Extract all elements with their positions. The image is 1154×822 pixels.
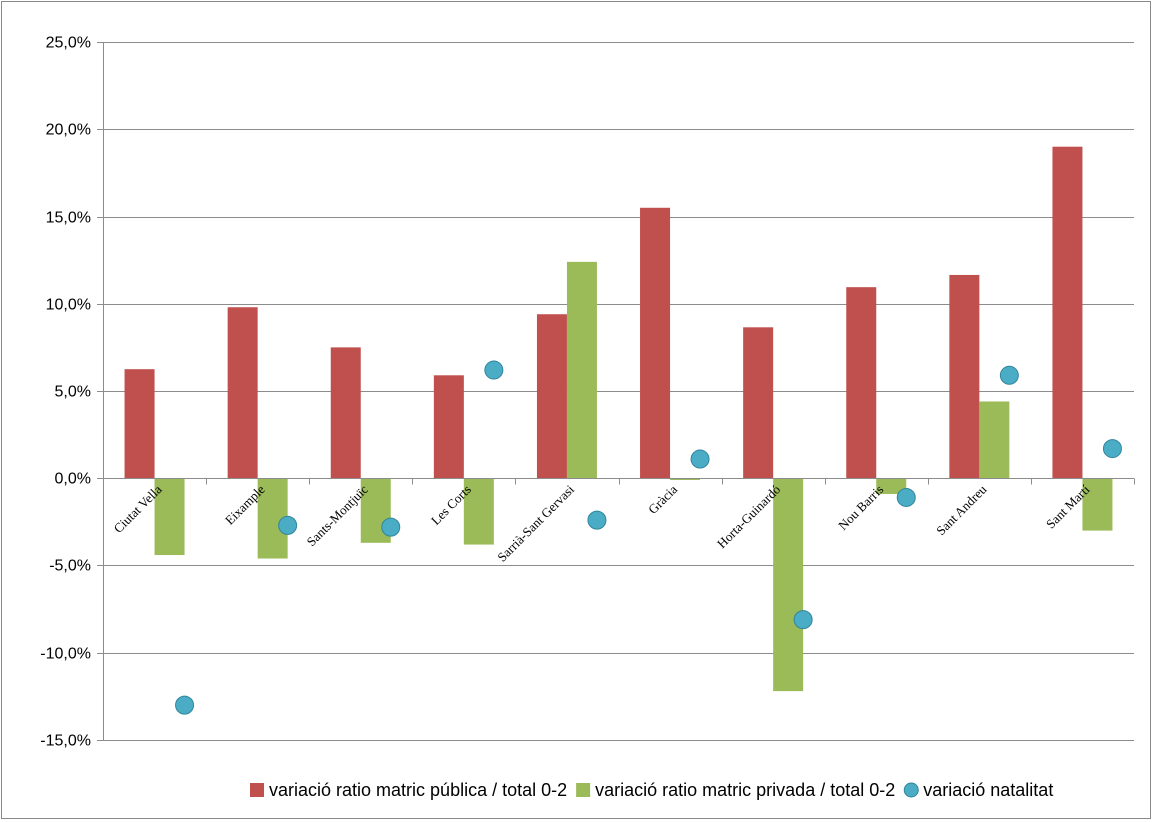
y-tick-label: -15,0%: [40, 733, 91, 750]
point-natalitat: [175, 695, 195, 715]
x-tick-label: Sant Andreu: [933, 481, 990, 538]
point-natalitat: [1102, 439, 1122, 459]
bar-public: [227, 307, 258, 479]
bar-private: [773, 478, 804, 692]
point-natalitat: [484, 360, 504, 380]
point-natalitat: [278, 515, 298, 535]
bar-private: [154, 478, 185, 556]
point-natalitat: [587, 510, 607, 530]
points: [175, 360, 1122, 715]
bar-public: [949, 274, 980, 479]
legend-marker: [903, 782, 919, 798]
legend-label: variació ratio matric privada / total 0-…: [595, 780, 895, 800]
x-tick-label: Gràcia: [645, 482, 680, 517]
x-tick-label: Sarrià-Sant Gervasi: [494, 481, 577, 564]
y-tick-label: -5,0%: [49, 558, 91, 575]
y-tick-label: 5,0%: [55, 384, 91, 401]
bar-public: [743, 327, 774, 479]
bars: [124, 146, 1113, 692]
y-axis-ticks: 25,0% 20,0% 15,0% 10,0% 5,0% 0,0% -5,0% -10,0% -…: [40, 35, 103, 750]
point-natalitat: [381, 517, 401, 537]
legend-swatch: [576, 783, 591, 797]
point-natalitat: [690, 449, 710, 469]
bar-public: [536, 314, 567, 479]
bar-public: [330, 347, 361, 479]
bar-private: [670, 478, 701, 480]
y-tick-label: 20,0%: [46, 122, 91, 139]
bar-private: [876, 478, 907, 494]
legend-label: variació natalitat: [923, 780, 1053, 800]
y-tick-label: 10,0%: [46, 297, 91, 314]
point-natalitat: [793, 610, 813, 630]
bar-public: [640, 207, 671, 479]
bar-private: [566, 261, 597, 479]
y-tick-label: 0,0%: [55, 471, 91, 488]
bar-public: [433, 375, 464, 479]
bar-public: [846, 287, 877, 479]
y-tick-label: 25,0%: [46, 35, 91, 52]
bar-private: [979, 401, 1010, 479]
y-tick-label: -10,0%: [40, 646, 91, 663]
legend-label: variació ratio matric pública / total 0-…: [269, 780, 567, 800]
bar-public: [1052, 146, 1083, 479]
bar-public: [124, 369, 155, 479]
bar-private: [463, 478, 494, 545]
x-tick-label: Horta-Guinardó: [714, 482, 783, 551]
x-tick-label: Nou Barris: [835, 482, 886, 533]
point-natalitat: [896, 487, 916, 507]
bar-private: [1082, 478, 1113, 531]
y-tick-label: 15,0%: [46, 210, 91, 227]
legend-swatch: [250, 783, 264, 797]
legend: variació ratio matric pública / total 0-…: [250, 780, 1053, 800]
axes: [103, 42, 1134, 740]
point-natalitat: [999, 365, 1019, 385]
